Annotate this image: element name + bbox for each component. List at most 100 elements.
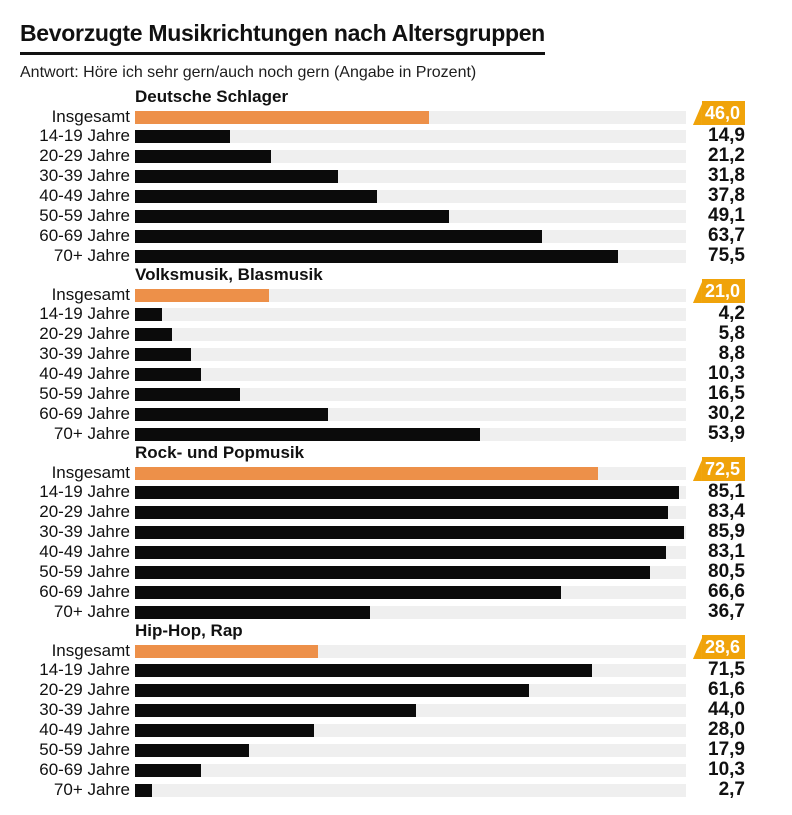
bar-row: 30-39 Jahre 44,0 (20, 699, 792, 720)
value-label: 36,7 (708, 601, 745, 622)
value-label: 17,9 (708, 739, 745, 760)
bar-row: 40-49 Jahre 10,3 (20, 363, 792, 384)
row-label: 30-39 Jahre (39, 344, 130, 363)
bar-track (135, 129, 686, 143)
value-badge: 28,6 (701, 635, 745, 659)
group-title: Deutsche Schlager (135, 87, 289, 106)
bar-track (135, 427, 686, 441)
value-badge: 21,0 (701, 279, 745, 303)
bar-row: 50-59 Jahre 16,5 (20, 383, 792, 404)
row-label: Insgesamt (51, 641, 130, 660)
value-label: 14,9 (708, 125, 745, 146)
bar-row: 14-19 Jahre 71,5 (20, 659, 792, 680)
bar (135, 485, 679, 499)
value-badge: 46,0 (701, 101, 745, 125)
chart-subtitle: Antwort: Höre ich sehr gern/auch noch ge… (20, 64, 477, 81)
value-label: 49,1 (708, 205, 745, 226)
bar (135, 525, 685, 539)
bar-track (135, 723, 686, 737)
row-label: 60-69 Jahre (39, 582, 130, 601)
row-label: 14-19 Jahre (39, 304, 130, 323)
row-label: 60-69 Jahre (39, 226, 130, 245)
bar-track (135, 149, 686, 163)
bar-row: 50-59 Jahre 80,5 (20, 561, 792, 582)
bar-row: 60-69 Jahre 66,6 (20, 581, 792, 602)
bar (135, 209, 449, 223)
bar-row: 50-59 Jahre 17,9 (20, 739, 792, 760)
value-label: 66,6 (708, 581, 745, 602)
bar-track (135, 703, 686, 717)
value-label: 37,8 (708, 185, 745, 206)
bar-row: 70+ Jahre 36,7 (20, 601, 792, 622)
bar-track (135, 485, 686, 499)
bar (135, 663, 593, 677)
row-label: 50-59 Jahre (39, 206, 130, 225)
row-label: Insgesamt (51, 107, 130, 126)
value-cell: 28,6 (691, 635, 745, 663)
value-label: 10,3 (708, 363, 745, 384)
chart-title: Bevorzugte Musikrichtungen nach Altersgr… (20, 20, 545, 55)
bar-row: Insgesamt 28,6 (20, 635, 792, 660)
row-label: 20-29 Jahre (39, 502, 130, 521)
bar-track (135, 327, 686, 341)
bar (135, 605, 370, 619)
highlight-bar (135, 644, 318, 658)
bar-row: 70+ Jahre 53,9 (20, 423, 792, 444)
bar-row: 14-19 Jahre 14,9 (20, 125, 792, 146)
bar (135, 149, 271, 163)
row-label: 50-59 Jahre (39, 562, 130, 581)
bar-track (135, 367, 686, 381)
bar-track (135, 565, 686, 579)
bar-row: 40-49 Jahre 28,0 (20, 719, 792, 740)
value-label: 31,8 (708, 165, 745, 186)
bar (135, 763, 201, 777)
value-label: 85,9 (708, 521, 745, 542)
row-label: 20-29 Jahre (39, 680, 130, 699)
row-label: 14-19 Jahre (39, 660, 130, 679)
bar-row: 70+ Jahre 75,5 (20, 245, 792, 266)
row-label: 70+ Jahre (53, 246, 130, 265)
bar-track (135, 605, 686, 619)
row-label: 20-29 Jahre (39, 324, 130, 343)
bar (135, 743, 250, 757)
bar-row: 20-29 Jahre 83,4 (20, 501, 792, 522)
value-label: 83,1 (708, 541, 745, 562)
bar-track (135, 743, 686, 757)
bar-row: 20-29 Jahre 21,2 (20, 145, 792, 166)
value-label: 71,5 (708, 659, 745, 680)
bar (135, 249, 618, 263)
bar-track (135, 110, 686, 124)
bar-row: 20-29 Jahre 61,6 (20, 679, 792, 700)
value-label: 30,2 (708, 403, 745, 424)
value-label: 80,5 (708, 561, 745, 582)
bar-row: 30-39 Jahre 85,9 (20, 521, 792, 542)
value-label: 85,1 (708, 481, 745, 502)
row-label: 30-39 Jahre (39, 700, 130, 719)
bar-row: 40-49 Jahre 37,8 (20, 185, 792, 206)
bar (135, 703, 417, 717)
value-label: 61,6 (708, 679, 745, 700)
bar-row: 50-59 Jahre 49,1 (20, 205, 792, 226)
group-title: Volksmusik, Blasmusik (135, 265, 323, 284)
value-label: 4,2 (718, 303, 745, 324)
row-label: 30-39 Jahre (39, 522, 130, 541)
chart-group: Deutsche Schlager Insgesamt 46,0 14-19 Jahr… (20, 87, 792, 266)
row-label: 40-49 Jahre (39, 542, 130, 561)
row-label: 70+ Jahre (53, 602, 130, 621)
value-label: 2,7 (718, 779, 745, 800)
bar (135, 307, 162, 321)
value-label: 28,0 (708, 719, 745, 740)
value-cell: 72,5 (691, 457, 745, 485)
bar-track (135, 189, 686, 203)
chart-group: Volksmusik, Blasmusik Insgesamt 21,0 14-19 … (20, 265, 792, 444)
bar-track (135, 663, 686, 677)
bar-track (135, 229, 686, 243)
bar (135, 169, 339, 183)
bar-row: 60-69 Jahre 10,3 (20, 759, 792, 780)
bar (135, 585, 561, 599)
bar-track (135, 169, 686, 183)
row-label: Insgesamt (51, 285, 130, 304)
chart-group: Hip-Hop, Rap Insgesamt 28,6 14-19 Jahre 71,5… (20, 621, 792, 800)
value-label: 44,0 (708, 699, 745, 720)
bar-track (135, 249, 686, 263)
